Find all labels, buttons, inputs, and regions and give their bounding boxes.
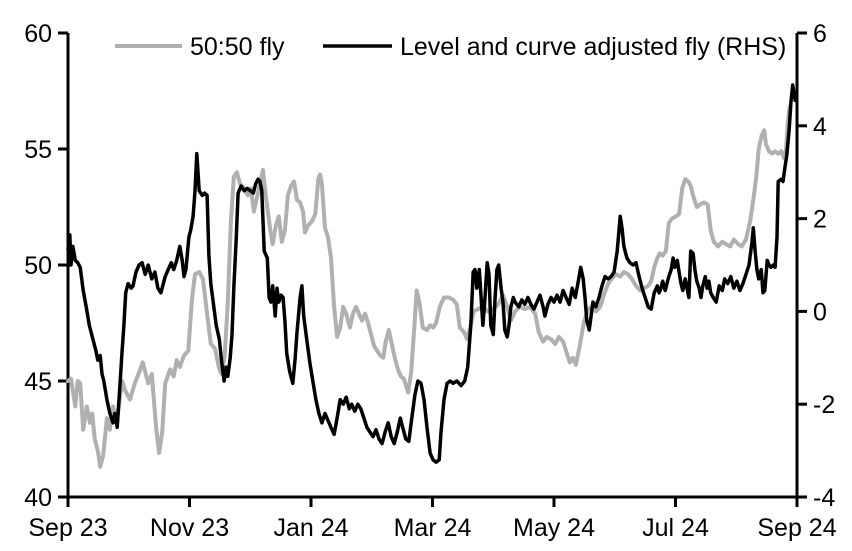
left-axis-tick-label: 40 [24,484,52,512]
left-axis-tick-label: 50 [24,252,52,280]
x-axis-tick-label: Sep 24 [757,514,836,542]
right-axis-tick-label: -4 [813,484,835,512]
right-axis-tick-label: -2 [813,391,835,419]
left-axis-tick-label: 60 [24,20,52,48]
series-line-5050-fly [66,105,792,469]
legend-label-level-curve-adjusted-fly: Level and curve adjusted fly (RHS) [400,33,786,61]
x-axis-tick-label: Sep 23 [28,514,107,542]
right-axis-tick-label: 6 [813,20,827,48]
left-axis-tick-label: 55 [24,136,52,164]
x-axis-tick-label: Nov 23 [150,514,229,542]
left-axis-tick-label: 45 [24,368,52,396]
legend: 50:50 fly Level and curve adjusted fly (… [115,33,786,61]
right-axis-tick-label: 4 [813,113,827,141]
x-axis-tick-label: Jan 24 [273,514,348,542]
right-axis-tick-label: 0 [813,298,827,326]
right-axis-tick-label: 2 [813,206,827,234]
legend-label-5050-fly: 50:50 fly [190,33,285,61]
series [66,83,797,469]
x-axis-tick-label: Mar 24 [394,514,472,542]
series-line-level-curve-adjusted-fly [66,83,797,464]
x-axis-tick-label: May 24 [513,514,595,542]
axes: 40 45 50 55 60 -4 -2 0 2 4 6 Sep 23 Nov 23 Jan 24 Mar … [24,20,837,542]
x-axis-tick-label: Jul 24 [642,514,709,542]
